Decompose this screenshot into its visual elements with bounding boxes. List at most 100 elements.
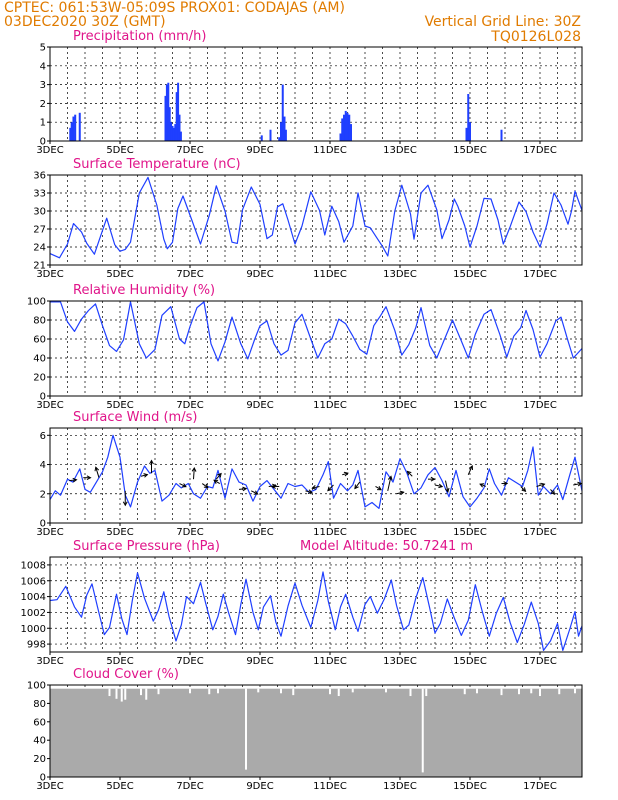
y-tick-label: 4: [40, 460, 46, 471]
cloud-gap: [500, 688, 503, 696]
precip-frame: [49, 46, 583, 142]
wind-vector-head: [468, 465, 473, 471]
wind-vector-head: [503, 481, 509, 486]
wind-vector-head: [540, 482, 546, 488]
wind-vector: [536, 483, 545, 487]
cloud-gap: [217, 688, 219, 694]
precip-bar: [469, 122, 471, 141]
y-tick-label: 2: [40, 99, 46, 110]
wind-vector: [312, 485, 320, 489]
wind-vector-head: [72, 477, 78, 483]
wind-vector-head: [122, 501, 128, 507]
x-tick-label: 5DEC: [106, 656, 133, 667]
cloud-gap: [189, 688, 191, 694]
precip-bar: [174, 124, 177, 141]
precip-bar: [348, 114, 351, 141]
y-tick-label: 40: [33, 736, 46, 747]
y-tick-label: 60: [33, 335, 46, 346]
y-tick-label: 100: [27, 297, 46, 308]
x-tick-label: 3DEC: [36, 656, 63, 667]
wind-vector: [95, 467, 100, 478]
x-tick-label: 9DEC: [246, 269, 273, 280]
cloud-gap: [574, 688, 576, 694]
cloud-gap: [115, 688, 118, 699]
wind-vector-head: [311, 485, 317, 490]
y-tick-label: 80: [33, 699, 46, 710]
cloud-gap: [245, 688, 247, 770]
wind-vector-head: [479, 483, 485, 488]
wind-vector: [69, 479, 77, 482]
precip-bar: [281, 84, 284, 141]
x-tick-label: 5DEC: [106, 269, 133, 280]
wind-frame: [49, 427, 583, 524]
y-tick-label: 24: [33, 243, 46, 254]
precip-bar: [165, 84, 168, 141]
wind-vector: [467, 465, 473, 475]
rh-frame: [49, 300, 583, 397]
x-tick-label: 5DEC: [106, 400, 133, 411]
wind-vector-head: [86, 475, 92, 481]
cloud-title: Cloud Cover (%): [73, 667, 179, 682]
x-tick-label: 3DEC: [36, 145, 63, 156]
precip-bar: [164, 95, 167, 141]
wind-vector: [445, 480, 449, 492]
cloud-gap: [539, 688, 541, 697]
wind-vector-head: [203, 483, 209, 489]
wind_speed-line: [49, 434, 583, 509]
y-tick-label: 36: [33, 171, 46, 182]
wind-vector: [434, 484, 443, 488]
cloud-gap: [518, 688, 520, 695]
precip-bar: [178, 114, 181, 141]
wind-vector-head: [343, 471, 349, 477]
x-tick-label: 17DEC: [523, 145, 557, 156]
precip-bar: [260, 135, 263, 141]
precip-bar: [465, 127, 468, 141]
wind-vector: [140, 474, 148, 477]
x-tick-label: 5DEC: [106, 145, 133, 156]
cloud-gap: [337, 688, 340, 697]
cloud-gap: [558, 688, 561, 695]
y-tick-label: 6: [40, 431, 46, 442]
x-tick-label: 15DEC: [453, 400, 487, 411]
temperature-line: [49, 176, 583, 259]
precip-bar: [269, 129, 272, 141]
wind-vector-head: [438, 483, 444, 489]
wind-vector-head: [577, 481, 583, 487]
x-tick-label: 15DEC: [453, 656, 487, 667]
precip-panel: 0 1 2 3 4 5 3DEC 5DEC 7DEC 9DEC 11DEC 13DEC 15DEC 17D…: [36, 29, 583, 156]
wind-vector-head: [271, 484, 276, 489]
y-tick-label: 1006: [21, 576, 46, 587]
x-tick-label: 13DEC: [383, 145, 417, 156]
y-tick-label: 60: [33, 717, 46, 728]
cloud-gap: [120, 688, 123, 702]
precip-bar: [72, 116, 75, 141]
y-tick-label: 40: [33, 354, 46, 365]
wind-vector-head: [181, 483, 187, 488]
x-tick-label: 7DEC: [176, 145, 203, 156]
station-header: CPTEC: 061:53W-05:09S PROX01: CODAJAS (A…: [4, 0, 345, 16]
x-tick-label: 17DEC: [523, 527, 557, 538]
surface_pressure-line: [49, 571, 583, 652]
y-tick-label: 4: [40, 61, 46, 72]
wind-vector-head: [377, 486, 383, 491]
cloud-gap: [108, 688, 111, 697]
cloud-gap: [140, 688, 142, 696]
cloud-gap: [476, 688, 478, 694]
wind-vector-head: [191, 466, 197, 472]
wind-vector: [251, 490, 258, 495]
y-tick-label: 100: [27, 681, 46, 692]
x-tick-label: 9DEC: [246, 527, 273, 538]
wind-vector: [305, 490, 313, 493]
x-tick-label: 17DEC: [523, 400, 557, 411]
pressure-panel: 998 1000 1002 1004 1006 1008 3DEC 5DEC 7DEC 9DEC 1…: [21, 539, 583, 667]
y-tick-label: 1002: [21, 608, 46, 619]
temp-frame: [49, 174, 583, 266]
cloud-gap: [329, 688, 331, 695]
x-tick-label: 13DEC: [383, 269, 417, 280]
cloud-gap: [385, 688, 387, 693]
cloud-gap: [425, 688, 428, 697]
x-tick-label: 7DEC: [176, 781, 203, 792]
wind-vector-head: [406, 470, 412, 476]
cloud-gap: [157, 688, 160, 695]
y-tick-label: 1000: [21, 624, 46, 635]
